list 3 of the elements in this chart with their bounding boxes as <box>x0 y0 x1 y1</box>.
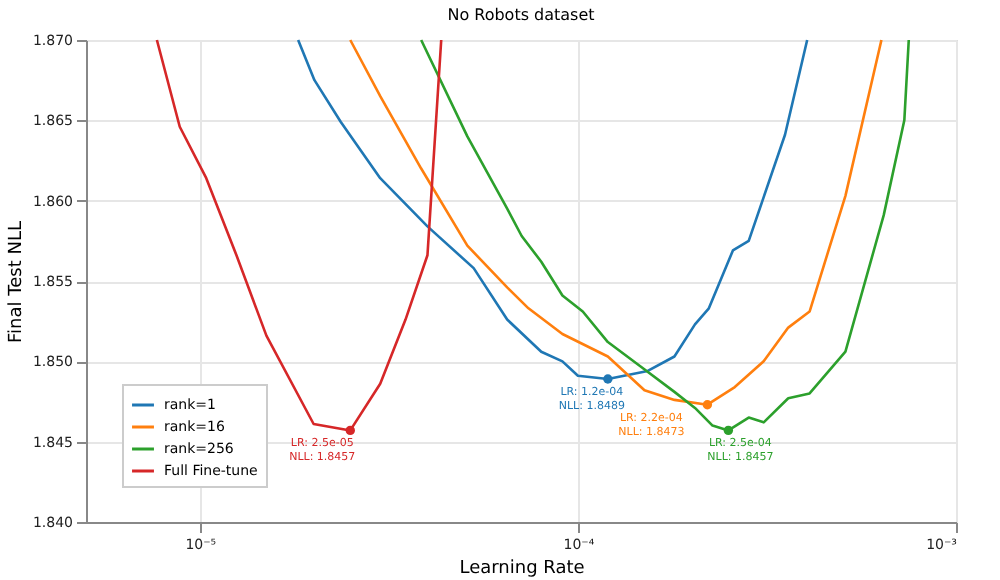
chart-title: No Robots dataset <box>447 6 595 24</box>
y-axis-title: Final Test NLL <box>6 221 27 343</box>
x-axis-title: Learning Rate <box>459 559 586 579</box>
